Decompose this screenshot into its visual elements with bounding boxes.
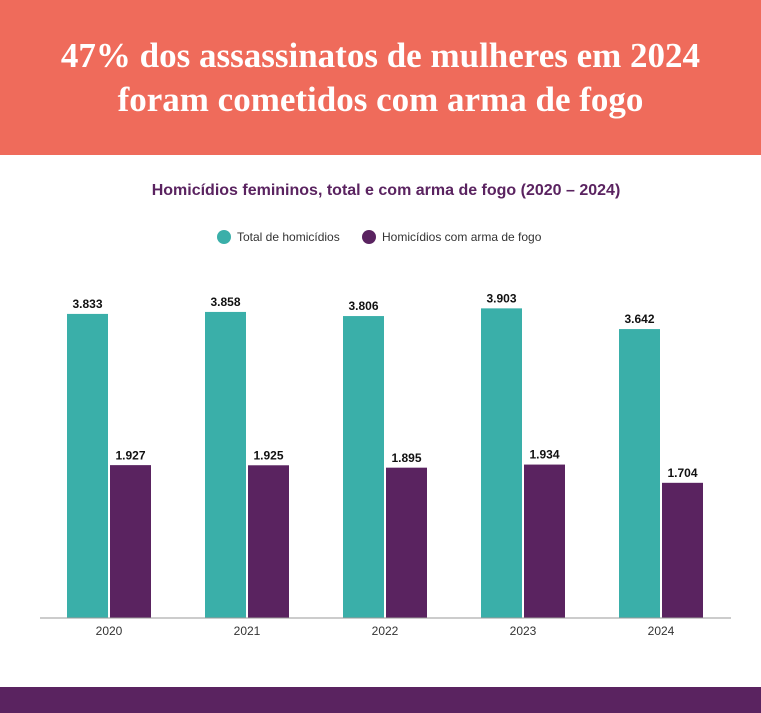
value-label: 3.642: [624, 312, 654, 326]
bar: [205, 311, 246, 618]
bar: [481, 308, 522, 618]
bar: [248, 465, 289, 618]
chart-title: 47% dos assassinatos de mulheres em 2024…: [60, 35, 701, 119]
bar: [67, 313, 108, 618]
value-label: 1.704: [667, 466, 697, 480]
chart-subtitle: Homicídios femininos, total e com arma d…: [152, 182, 621, 199]
chart: Homicídios femininos, total e com arma d…: [40, 182, 731, 638]
x-tick-label: 2022: [372, 624, 399, 638]
value-label: 1.895: [391, 451, 421, 465]
legend-label: Total de homicídios: [237, 230, 340, 244]
legend-swatch: [362, 230, 376, 244]
bar: [110, 465, 151, 618]
x-tick-label: 2023: [510, 624, 537, 638]
value-label: 3.858: [210, 295, 240, 309]
value-label: 1.927: [115, 448, 145, 462]
bar: [343, 316, 384, 618]
value-label: 1.925: [253, 448, 283, 462]
header: 47% dos assassinatos de mulheres em 2024…: [0, 0, 761, 155]
value-label: 3.903: [486, 292, 516, 306]
value-label: 3.806: [348, 299, 378, 313]
footer-band: [0, 687, 761, 713]
x-tick-label: 2020: [96, 624, 123, 638]
legend-label: Homicídios com arma de fogo: [382, 230, 542, 244]
value-label: 3.833: [72, 297, 102, 311]
legend-swatch: [217, 230, 231, 244]
x-tick-label: 2024: [648, 624, 675, 638]
bar: [662, 482, 703, 618]
x-tick-label: 2021: [234, 624, 261, 638]
bar: [524, 464, 565, 618]
value-label: 1.934: [529, 448, 559, 462]
bar: [386, 467, 427, 618]
bar: [619, 329, 660, 618]
